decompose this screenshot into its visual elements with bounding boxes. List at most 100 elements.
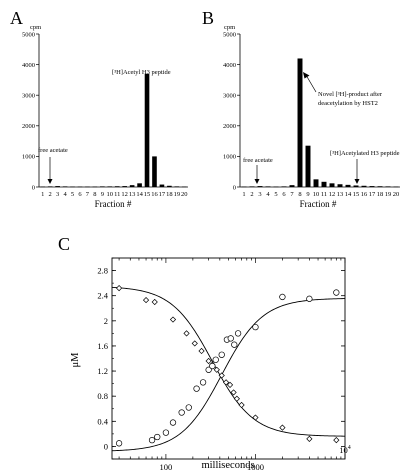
panel-a-ytick-label: 0 bbox=[32, 184, 35, 191]
panel-a-y-ticks: 0 1000 2000 3000 4000 5000 bbox=[22, 31, 39, 191]
panel-a-bar bbox=[92, 186, 98, 188]
panel-c-letter: C bbox=[58, 234, 70, 254]
panel-b-bar bbox=[257, 186, 263, 187]
panel-c-point-diamond bbox=[233, 395, 240, 402]
panel-b-xtick-label: 17 bbox=[369, 191, 376, 198]
panel-c-ytick-label: 0.4 bbox=[97, 416, 108, 426]
panel-b-bar bbox=[385, 186, 391, 187]
panel-a-xtick-label: 3 bbox=[56, 191, 59, 198]
panel-b-x-ticks: 1 2 3 4 5 6 7 8 9 10 11 12 13 14 15 16 17 18 19 20 bbox=[242, 191, 399, 198]
panel-a-bar bbox=[85, 186, 90, 188]
panel-b-annotation-free-acetate: free acetate bbox=[243, 157, 273, 164]
panel-c-point-diamond bbox=[222, 379, 230, 386]
panel-a-xtick-label: 16 bbox=[151, 191, 158, 198]
panel-c-point-diamond bbox=[191, 340, 198, 347]
panel-a-bar bbox=[77, 186, 83, 188]
panel-b-xtick-label: 1 bbox=[242, 191, 245, 198]
panel-c-fit-curves bbox=[111, 286, 346, 452]
panel-b-bar bbox=[369, 186, 375, 187]
panel-b-xtick-label: 19 bbox=[385, 191, 392, 198]
panel-a-bar bbox=[114, 186, 120, 187]
panel-c-point-circle bbox=[169, 419, 177, 426]
panel-c-ylabel: μM bbox=[70, 352, 81, 368]
panel-b-xtick-label: 8 bbox=[298, 191, 301, 198]
panel-b-arrow-novel-product bbox=[305, 74, 317, 93]
panel-b-xtick-label: 12 bbox=[329, 191, 336, 198]
panel-a-xtick-label: 20 bbox=[181, 191, 188, 198]
panel-c-point-circle bbox=[227, 335, 234, 342]
panel-a-xtick-label: 9 bbox=[101, 191, 104, 198]
panel-b-bar bbox=[337, 184, 343, 187]
panel-c-xtick-label: 100 bbox=[160, 462, 173, 471]
panel-a-ylabel: cpm bbox=[30, 24, 41, 31]
panel-b-ytick-label: 0 bbox=[233, 184, 236, 191]
panel-b-xtick-label: 4 bbox=[266, 191, 270, 198]
panel-c-point-circle bbox=[306, 295, 313, 302]
panel-a-ytick-label: 1000 bbox=[22, 154, 35, 161]
panel-c-point-circle bbox=[234, 330, 242, 337]
panel-b-arrowhead-acetylated-peptide bbox=[354, 179, 360, 184]
panel-a-ytick-label: 3000 bbox=[22, 93, 35, 100]
panel-b-xtick-label: 15 bbox=[353, 191, 360, 198]
panel-c-point-diamond bbox=[238, 401, 245, 409]
panel-c-ytick-label: 1.6 bbox=[97, 341, 108, 351]
panel-b-ytick-label: 2000 bbox=[223, 123, 236, 130]
panel-b-y-ticks: 0 1000 2000 3000 4000 5000 bbox=[223, 31, 240, 191]
panel-c-point-circle bbox=[162, 429, 170, 436]
panel-c-point-diamond bbox=[198, 347, 205, 355]
panel-c-xtick-last-exp: 4 bbox=[348, 445, 351, 451]
panel-a-ytick-label: 4000 bbox=[22, 62, 35, 69]
panel-b-xtick-label: 10 bbox=[313, 191, 320, 198]
panel-a-annotation-acetyl-peptide: [³H]Acetyl H3 peptide bbox=[112, 69, 171, 76]
panel-a-bar bbox=[100, 186, 105, 187]
panel-b-bar bbox=[281, 186, 287, 187]
panel-c-ytick-label: 2.4 bbox=[97, 291, 108, 301]
panel-a-bar bbox=[55, 186, 60, 187]
panel-b-bar bbox=[265, 186, 271, 187]
panel-b-bar bbox=[289, 185, 295, 187]
panel-b-xtick-label: 5 bbox=[274, 191, 277, 198]
panel-b-bar bbox=[241, 186, 247, 188]
panel-b-ylabel: cpm bbox=[224, 24, 235, 31]
panel-c-point-circle bbox=[333, 289, 340, 296]
panel-a-x-ticks: 1 2 3 4 5 6 7 8 9 10 11 12 13 14 15 16 17 18 19 20 bbox=[41, 191, 187, 198]
panel-c-point-diamond bbox=[218, 372, 225, 379]
panel-c-point-diamond bbox=[151, 298, 158, 306]
panel-c-point-circle bbox=[218, 351, 225, 358]
panel-a-bar bbox=[107, 186, 113, 187]
panel-b-annotation-acetylated-peptide: [³H]Acetylated H3 peptide bbox=[330, 150, 400, 157]
panel-a-xtick-label: 15 bbox=[144, 191, 151, 198]
panel-b-xtick-label: 9 bbox=[306, 191, 309, 198]
panel-b-xlabel: Fraction # bbox=[300, 199, 337, 209]
panel-c-ytick-label: 1.2 bbox=[97, 366, 108, 376]
panel-c-point-circle bbox=[279, 293, 286, 301]
panel-a-xtick-label: 5 bbox=[71, 191, 74, 198]
panel-b-ytick-label: 5000 bbox=[223, 31, 236, 38]
panel-c-point-diamond bbox=[213, 366, 220, 373]
panel-a-bar bbox=[122, 186, 127, 187]
panel-c-xlabel: milliseconds bbox=[201, 460, 254, 471]
panel-b-xtick-label: 20 bbox=[393, 191, 400, 198]
panel-c-fit-curve-diamond bbox=[111, 286, 346, 437]
panel-a-xtick-label: 4 bbox=[63, 191, 67, 198]
panel-b-bar bbox=[361, 185, 367, 187]
panel-a-bars bbox=[40, 73, 187, 188]
panel-b-xtick-label: 13 bbox=[337, 191, 344, 198]
panel-a-bar bbox=[152, 156, 157, 187]
panel-b-xtick-label: 14 bbox=[345, 191, 352, 198]
panel-a-xtick-label: 7 bbox=[86, 191, 90, 198]
panel-b-xtick-label: 2 bbox=[250, 191, 253, 198]
panel-a-xtick-label: 14 bbox=[136, 191, 143, 198]
panel-c-point-diamond bbox=[279, 424, 286, 431]
panel-b-ytick-label: 3000 bbox=[223, 93, 236, 100]
panel-a-ytick-label: 5000 bbox=[22, 31, 35, 38]
panel-b-arrowhead-free-acetate bbox=[254, 179, 260, 184]
panel-b-bar bbox=[249, 186, 255, 187]
panel-c-x-ticks: 100 1000 bbox=[118, 258, 346, 471]
panel-a-annotation-free-acetate: free acetate bbox=[38, 147, 68, 154]
panel-a-xlabel: Fraction # bbox=[95, 199, 132, 209]
panel-c-point-circle bbox=[205, 366, 212, 373]
panel-c-fit-curve-circle bbox=[111, 298, 346, 452]
